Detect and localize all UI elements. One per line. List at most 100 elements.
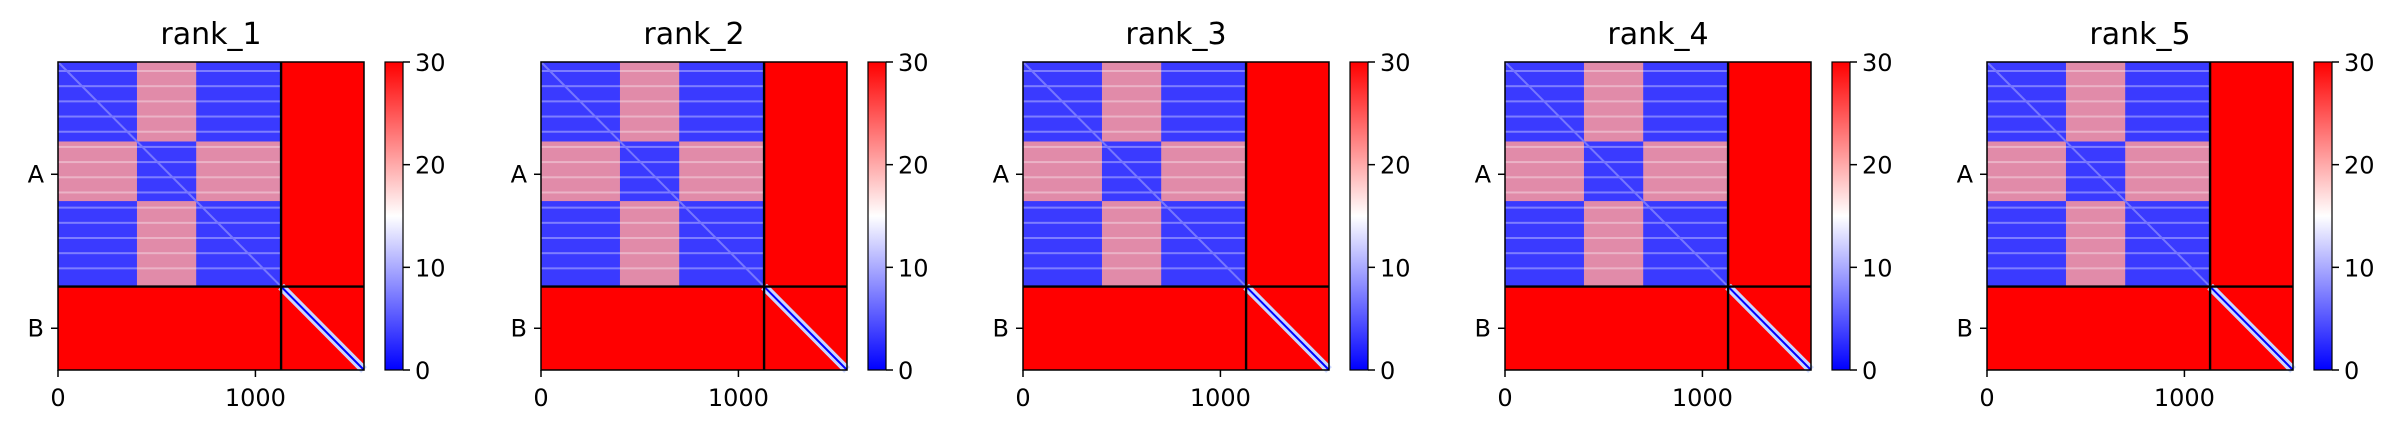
y-tick-label: A [993, 160, 1010, 188]
colorbar-tick-label: 20 [898, 152, 929, 180]
stripe [58, 85, 282, 88]
x-tick-label: 1000 [2154, 384, 2215, 412]
subblock [1101, 201, 1162, 287]
stripe [1505, 206, 1729, 209]
subblock [1505, 141, 1584, 202]
panel-title: rank_1 [160, 17, 261, 52]
stripe [541, 221, 765, 224]
stripe [58, 252, 282, 255]
colorbar-tick-label: 30 [415, 49, 446, 77]
subblock [58, 141, 137, 202]
stripe [1987, 145, 2211, 148]
stripe [541, 236, 765, 239]
stripe [541, 100, 765, 103]
stripe [541, 161, 765, 164]
stripe [1987, 70, 2211, 72]
stripe [1505, 145, 1729, 148]
stripe [1987, 176, 2211, 179]
heatmap [540, 61, 850, 373]
stripe [1505, 191, 1729, 194]
colorbar-tick-label: 10 [1380, 254, 1411, 282]
subblock [679, 141, 765, 202]
diagonal-b [2209, 285, 2294, 371]
colorbar-tick-label: 0 [1862, 357, 1877, 385]
subblock [1583, 62, 1644, 142]
axes-frame [1986, 61, 2294, 371]
subblock [1161, 141, 1247, 202]
colorbar-tick-label: 20 [1862, 152, 1893, 180]
stripe [1505, 100, 1729, 103]
colorbar-tick-label: 30 [898, 49, 929, 77]
panel-1: rank_1 A B 0 1000 0 10 20 30 [28, 17, 446, 412]
axes-frame [540, 61, 848, 371]
x-tick-label: 0 [533, 384, 548, 412]
subblock [1643, 141, 1729, 202]
stripe [1505, 70, 1729, 72]
stripe [1023, 130, 1247, 133]
stripe [58, 100, 282, 103]
colorbar [1349, 61, 1369, 371]
stripe [58, 115, 282, 118]
colorbar-tick-label: 20 [2344, 152, 2375, 180]
colorbar-tick-label: 0 [1380, 357, 1395, 385]
subblock [1101, 62, 1162, 142]
y-tick-label: A [28, 160, 45, 188]
subblock [619, 62, 680, 142]
stripe [58, 176, 282, 179]
stripe [541, 145, 765, 148]
stripe [1023, 176, 1247, 179]
panel-title: rank_5 [2089, 17, 2190, 52]
colorbar-tick-label: 30 [2344, 49, 2375, 77]
diagonal-b [763, 285, 848, 371]
diagonal-a [540, 61, 765, 288]
stripe [1023, 191, 1247, 194]
stripe [58, 130, 282, 133]
stripe [58, 70, 282, 72]
stripe [1023, 70, 1247, 72]
axes-frame [1504, 61, 1812, 371]
colorbar-tick-label: 10 [898, 254, 929, 282]
subblock [1023, 141, 1102, 202]
diagonal-b [280, 285, 365, 371]
stripe [1505, 85, 1729, 88]
stripe [541, 252, 765, 255]
stripe [541, 130, 765, 133]
diagonal-a [1504, 61, 1729, 288]
stripe [58, 206, 282, 209]
stripe [1023, 161, 1247, 164]
x-tick-label: 0 [50, 384, 65, 412]
heatmap [1022, 61, 1332, 373]
x-tick-label: 1000 [1190, 384, 1251, 412]
colorbar-tick-label: 10 [415, 254, 446, 282]
y-tick-label: A [1475, 160, 1492, 188]
y-tick-label: B [28, 314, 44, 342]
stripe [1505, 236, 1729, 239]
x-tick-label: 0 [1015, 384, 1030, 412]
stripe [58, 236, 282, 239]
colorbar [2313, 61, 2333, 371]
subblock [2065, 201, 2126, 287]
diagonal-b [1727, 285, 1812, 371]
colorbar [384, 61, 404, 371]
panel-2: rank_2 A B 0 1000 0 10 20 30 [511, 17, 929, 412]
x-tick-label: 1000 [225, 384, 286, 412]
stripe [1505, 115, 1729, 118]
stripe [1987, 161, 2211, 164]
stripe [1987, 267, 2211, 270]
axes-frame [1022, 61, 1330, 371]
stripe [1023, 236, 1247, 239]
panel-title: rank_2 [643, 17, 744, 52]
colorbar-tick-label: 0 [2344, 357, 2359, 385]
x-tick-label: 0 [1497, 384, 1512, 412]
diagonal-a [1022, 61, 1247, 288]
stripe [1505, 221, 1729, 224]
stripe [1023, 267, 1247, 270]
axes-frame [57, 61, 365, 371]
stripe [58, 221, 282, 224]
stripe [1023, 252, 1247, 255]
subblock [136, 201, 197, 287]
colorbar-tick-label: 30 [1380, 49, 1411, 77]
heatmap [57, 61, 367, 373]
subblock [619, 201, 680, 287]
stripe [58, 161, 282, 164]
